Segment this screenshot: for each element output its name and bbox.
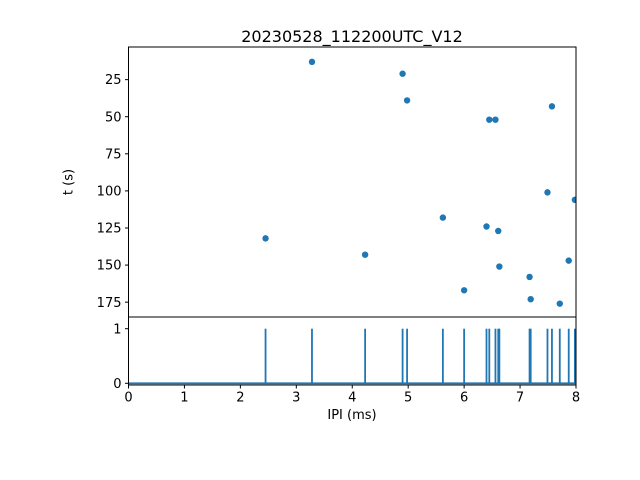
scatter-point bbox=[571, 196, 576, 204]
scatter-point bbox=[548, 103, 556, 110]
scatter-group bbox=[262, 58, 576, 307]
scatter-point bbox=[496, 263, 503, 270]
y-tick-label: 25 bbox=[105, 73, 122, 88]
scatter-point bbox=[565, 257, 572, 264]
scatter-point bbox=[460, 287, 468, 294]
chart-title: 20230528_112200UTC_V12 bbox=[241, 27, 463, 46]
y-tick-label: 75 bbox=[105, 147, 122, 162]
scatter-point bbox=[308, 58, 316, 66]
scatter-point bbox=[399, 70, 406, 77]
x-tick-label: 1 bbox=[180, 391, 188, 406]
y-tick-label: 1 bbox=[113, 322, 121, 337]
x-tick-label: 5 bbox=[404, 391, 412, 406]
scatter-point bbox=[403, 97, 411, 104]
x-tick-label: 4 bbox=[348, 391, 356, 406]
bottom-axes-frame bbox=[128, 316, 577, 386]
x-tick-label: 0 bbox=[124, 391, 132, 406]
scatter-point bbox=[361, 251, 369, 258]
scatter-point bbox=[262, 235, 269, 242]
scatter-point bbox=[527, 295, 534, 303]
scatter-point bbox=[556, 300, 563, 307]
scatter-point bbox=[439, 214, 447, 221]
scatter-point bbox=[486, 116, 493, 123]
scatter-point bbox=[483, 223, 490, 230]
top-axes-frame bbox=[128, 46, 577, 318]
pulse-train-group bbox=[128, 328, 576, 385]
x-axis-label: IPI (ms) bbox=[327, 408, 377, 423]
y-tick-label: 50 bbox=[105, 110, 122, 125]
y-tick-label: 125 bbox=[97, 222, 122, 237]
x-tick-label: 3 bbox=[292, 391, 300, 406]
scatter-point bbox=[495, 227, 502, 235]
x-tick-label: 7 bbox=[516, 391, 524, 406]
y-tick-label: 100 bbox=[97, 185, 122, 200]
x-tick-label: 8 bbox=[572, 391, 580, 406]
y-tick-label: 150 bbox=[97, 259, 122, 274]
scatter-point bbox=[492, 116, 499, 123]
y-tick-label: 175 bbox=[97, 296, 122, 311]
scatter-point bbox=[526, 273, 533, 281]
scatter-point bbox=[544, 189, 551, 196]
y-tick-label: 0 bbox=[113, 377, 121, 392]
x-tick-label: 2 bbox=[236, 391, 244, 406]
x-tick-label: 6 bbox=[460, 391, 468, 406]
